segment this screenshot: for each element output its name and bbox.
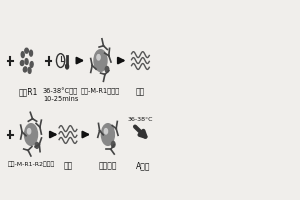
Text: 样本-M-R1复合物: 样本-M-R1复合物 — [81, 88, 120, 94]
Text: 加入底物: 加入底物 — [99, 162, 117, 171]
Circle shape — [25, 124, 38, 145]
Text: 36-38°C反应
10-25mins: 36-38°C反应 10-25mins — [43, 88, 78, 102]
Ellipse shape — [29, 50, 32, 56]
Text: 洗涤: 洗涤 — [63, 162, 73, 171]
Text: 洗涤: 洗涤 — [136, 88, 145, 97]
Circle shape — [101, 124, 114, 145]
Text: A显色: A显色 — [136, 162, 151, 171]
Circle shape — [35, 142, 39, 148]
Text: 样本-M-R1-R2复合物: 样本-M-R1-R2复合物 — [8, 162, 55, 167]
Ellipse shape — [23, 67, 27, 72]
Ellipse shape — [25, 48, 28, 53]
Circle shape — [94, 50, 107, 71]
Ellipse shape — [20, 61, 24, 66]
Circle shape — [97, 55, 100, 60]
Ellipse shape — [30, 62, 33, 67]
Circle shape — [105, 66, 109, 72]
Text: 抗原R1: 抗原R1 — [18, 88, 38, 97]
Ellipse shape — [28, 67, 31, 73]
Text: 36-38°C: 36-38°C — [128, 117, 153, 122]
Circle shape — [104, 129, 108, 134]
Ellipse shape — [25, 59, 28, 64]
Circle shape — [66, 64, 69, 69]
Circle shape — [27, 129, 31, 134]
Ellipse shape — [21, 52, 24, 58]
Circle shape — [111, 141, 115, 147]
